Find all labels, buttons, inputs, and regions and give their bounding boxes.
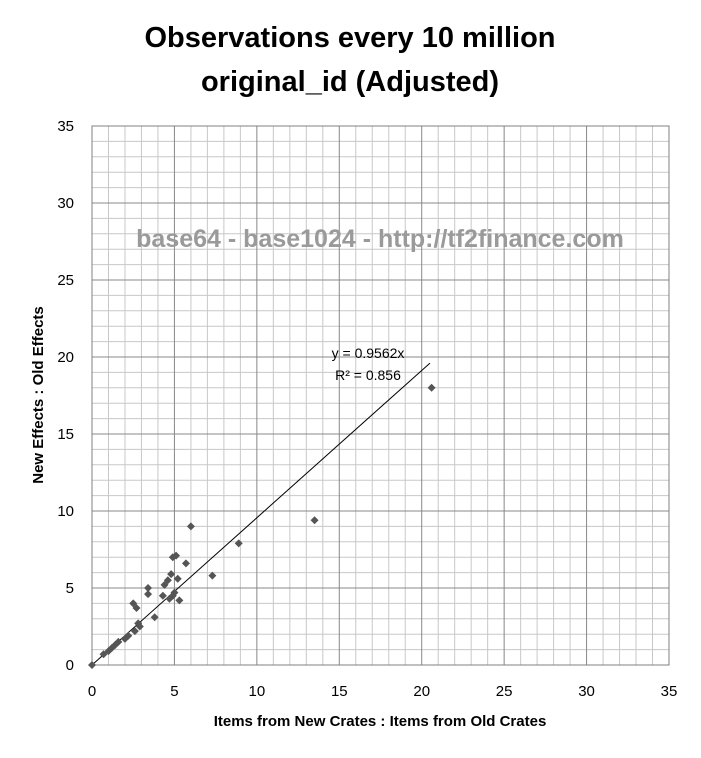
data-point [310,516,319,525]
data-point [120,634,129,643]
data-point [163,576,172,585]
y-tick-label: 0 [66,657,74,674]
y-tick-label: 35 [57,118,74,135]
chart-title-line-2: original_id (Adjusted) [201,66,499,98]
watermark: base64 - base1024 - http://tf2finance.co… [136,225,624,253]
minor-gridlines [92,126,669,665]
data-point [186,522,195,531]
data-point [130,627,139,636]
x-axis-label: Items from New Crates : Items from Old C… [214,713,547,730]
major-gridlines [91,125,670,666]
data-point [167,570,176,579]
chart-title-line-1: Observations every 10 million [144,22,555,54]
x-tick-label: 35 [661,683,678,700]
x-tick-label: 20 [413,683,430,700]
x-tick-labels: 0 5 10 15 20 25 30 35 [88,683,678,700]
data-point [175,596,184,605]
x-tick-label: 5 [170,683,178,700]
x-tick-label: 30 [578,683,595,700]
trendline-equation: y = 0.9562x [332,345,405,361]
trendline-r-squared: R² = 0.856 [335,367,401,383]
x-tick-label: 15 [331,683,348,700]
data-point [181,559,190,568]
data-point [144,584,153,592]
plot-area-border [91,125,670,666]
y-tick-label: 20 [57,349,74,366]
y-tick-label: 30 [57,195,74,212]
y-axis-label: New Effects : Old Effects [30,306,47,484]
data-point [170,588,179,597]
x-tick-label: 0 [88,683,96,700]
x-tick-label: 25 [496,683,513,700]
data-point [427,383,436,392]
data-point [234,539,243,548]
data-point [135,622,144,631]
y-tick-label: 10 [57,503,74,520]
y-tick-labels: 0 5 10 15 20 25 30 35 [57,118,74,674]
y-tick-label: 5 [66,580,74,597]
data-point [144,590,153,599]
data-point [208,571,217,580]
y-tick-label: 25 [57,272,74,289]
data-point [132,604,141,613]
trendline [91,362,431,666]
data-points [88,383,436,669]
y-tick-label: 15 [57,426,74,443]
data-point [124,631,133,640]
data-point [172,551,181,560]
data-point [88,661,96,669]
data-point [173,574,182,583]
data-point [150,613,159,622]
data-point [114,637,123,646]
x-tick-label: 10 [249,683,266,700]
data-point [99,650,108,659]
data-point [158,591,167,600]
